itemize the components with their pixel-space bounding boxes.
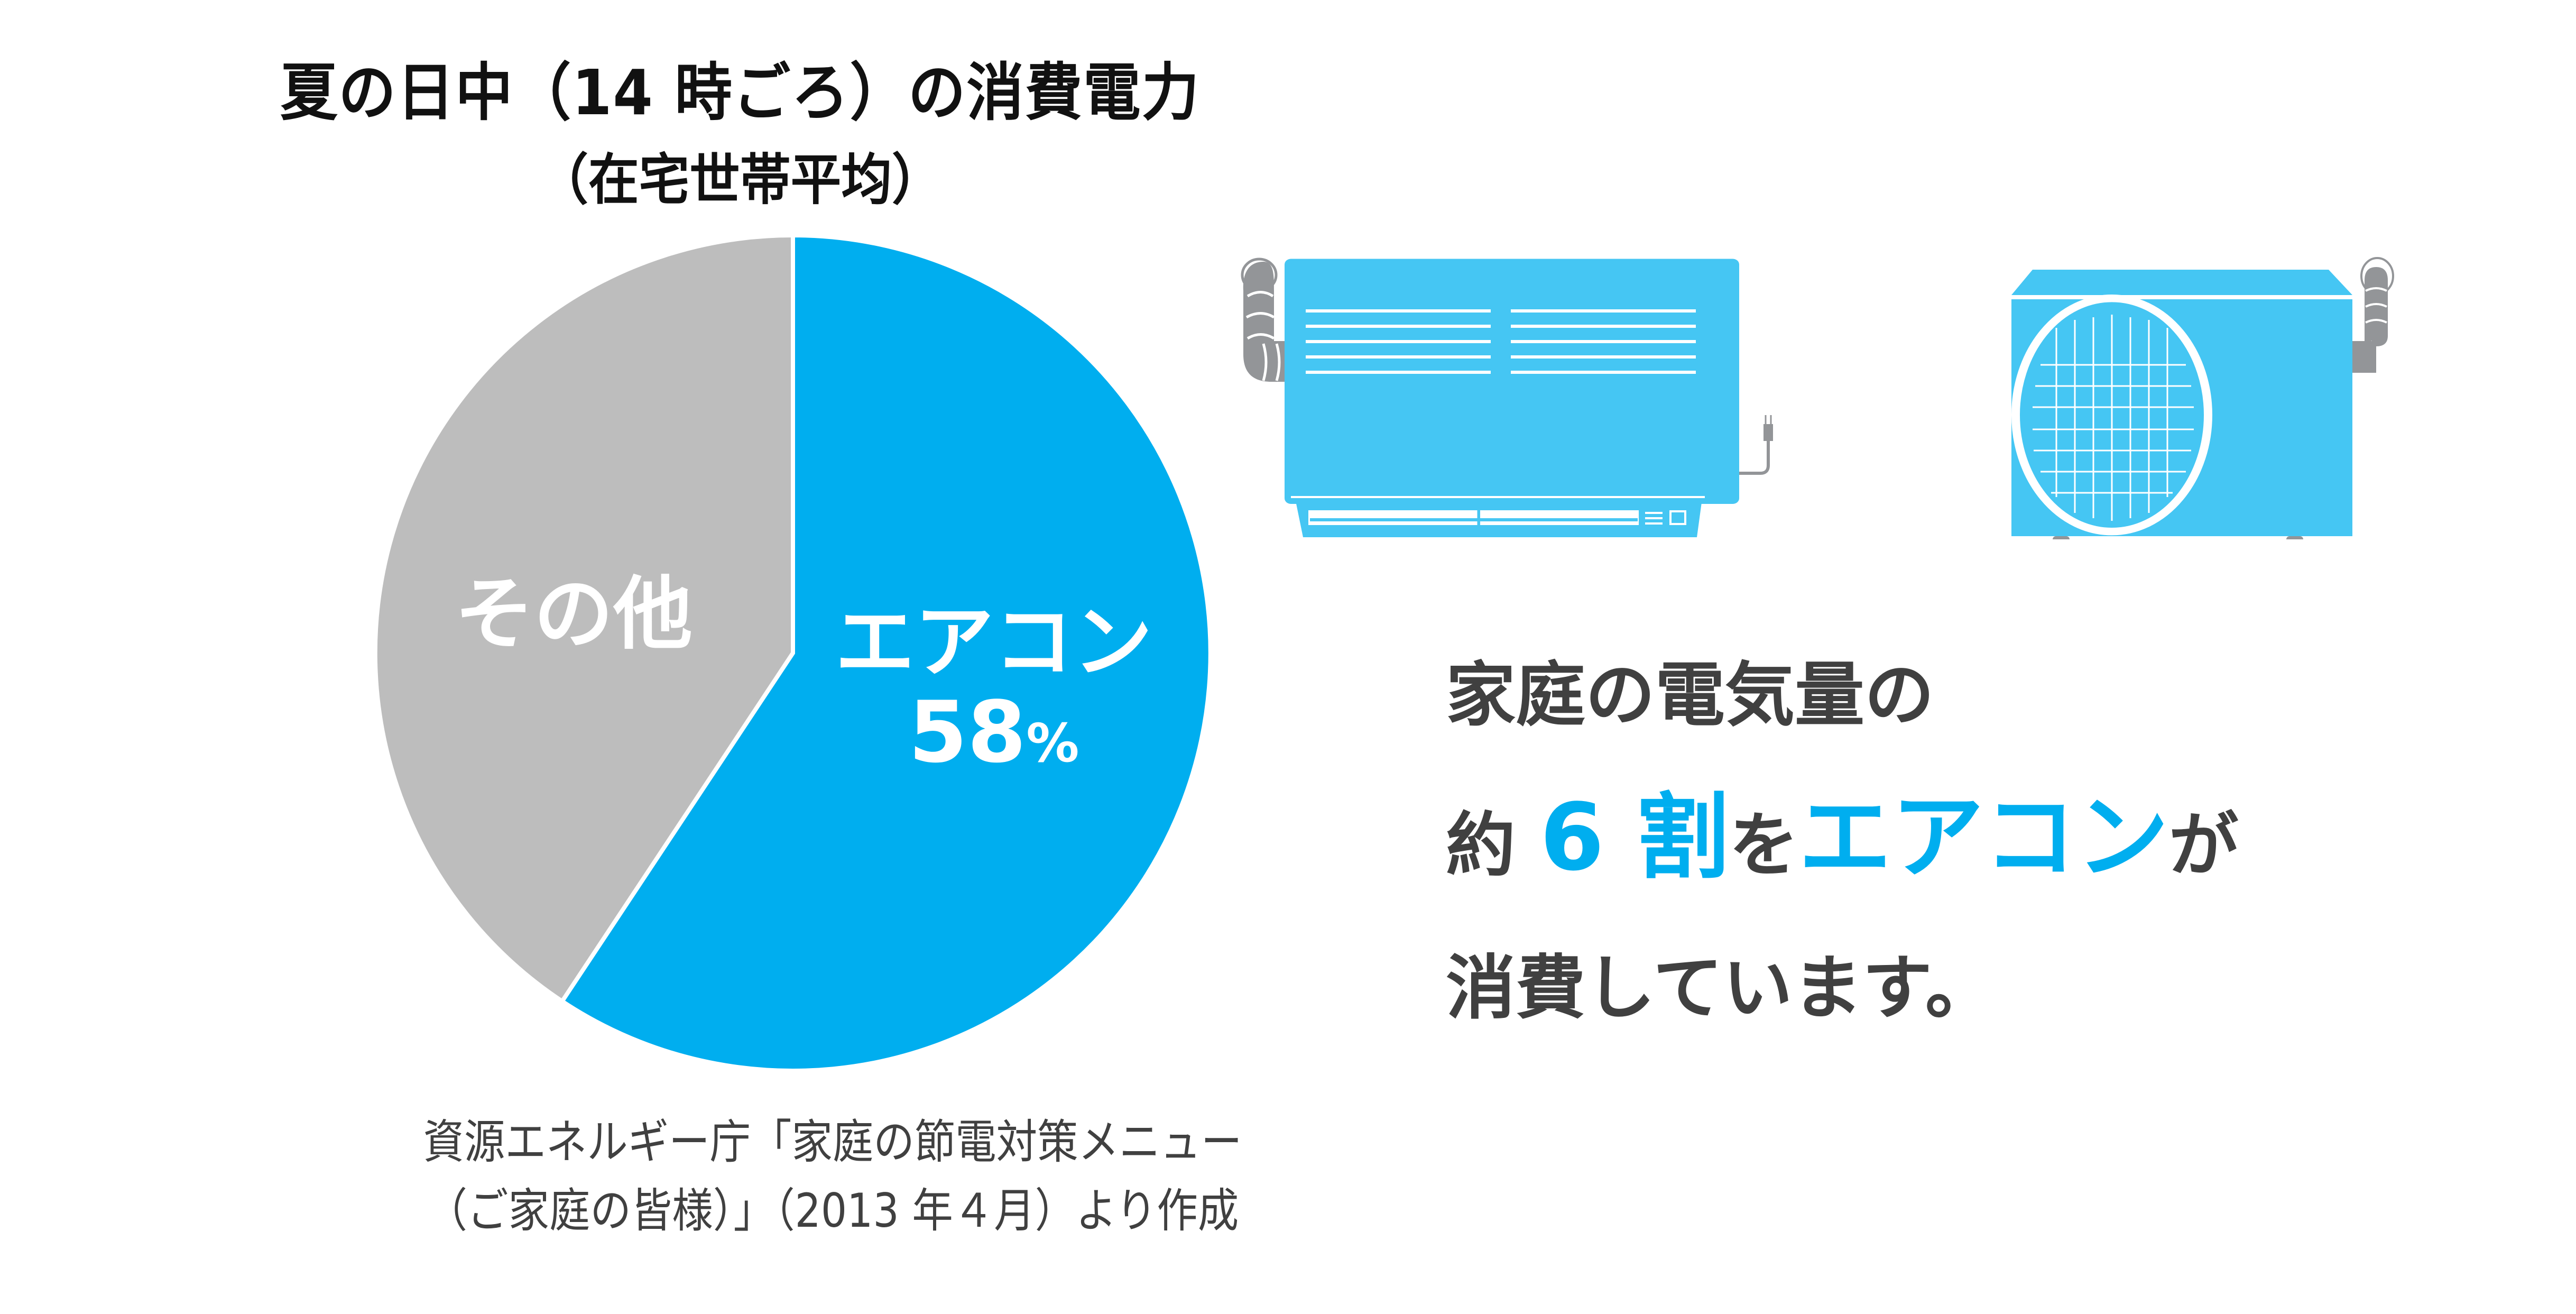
message-suffix: が <box>2168 805 2239 886</box>
pie-chart: その他 エアコン 58% <box>370 233 1216 1089</box>
source-line-1: 資源エネルギー庁「家庭の節電対策メニュー <box>423 1115 1242 1169</box>
pie-label-aircon: エアコン 58% <box>835 598 1152 788</box>
message-prefix: 約 <box>1446 805 1540 886</box>
indoor-unit-icon <box>1241 258 1773 537</box>
message-line-2: 約 6 割をエアコンが <box>1446 767 2239 917</box>
air-conditioner-illustration <box>1232 233 2421 562</box>
chart-title-main: 夏の日中（14 時ごろ）の消費電力 <box>280 56 1200 129</box>
pie-label-other: その他 <box>455 568 693 660</box>
message-highlight-aircon: エアコン <box>1798 784 2169 892</box>
pie-label-aircon-value: 58% <box>835 687 1152 788</box>
source-line-2: （ご家庭の皆様）」（2013 年４月）より作成 <box>426 1183 1239 1238</box>
chart-title-sub: （在宅世帯平均） <box>538 148 943 212</box>
chart-title: 夏の日中（14 時ごろ）の消費電力 （在宅世帯平均） <box>0 56 1533 214</box>
aircon-percent-sign: % <box>1026 712 1079 774</box>
pie-label-aircon-name: エアコン <box>835 596 1153 688</box>
illustration-svg <box>1241 257 2394 562</box>
message-highlight-ratio: 6 割 <box>1539 784 1729 892</box>
aircon-percent-number: 58 <box>908 683 1027 782</box>
pie-svg <box>373 233 1213 1073</box>
message-line-1: 家庭の電気量の <box>1446 655 1934 736</box>
message-line-3: 消費しています。 <box>1446 948 1995 1029</box>
source-note: 資源エネルギー庁「家庭の節電対策メニュー （ご家庭の皆様）」（2013 年４月）… <box>402 1108 1263 1245</box>
pie-slice-aircon <box>559 233 1213 1073</box>
message-particle: を <box>1729 805 1799 886</box>
outdoor-unit-icon <box>2011 257 2394 562</box>
key-message: 家庭の電気量の 約 6 割をエアコンが 消費しています。 <box>1446 624 2239 1060</box>
